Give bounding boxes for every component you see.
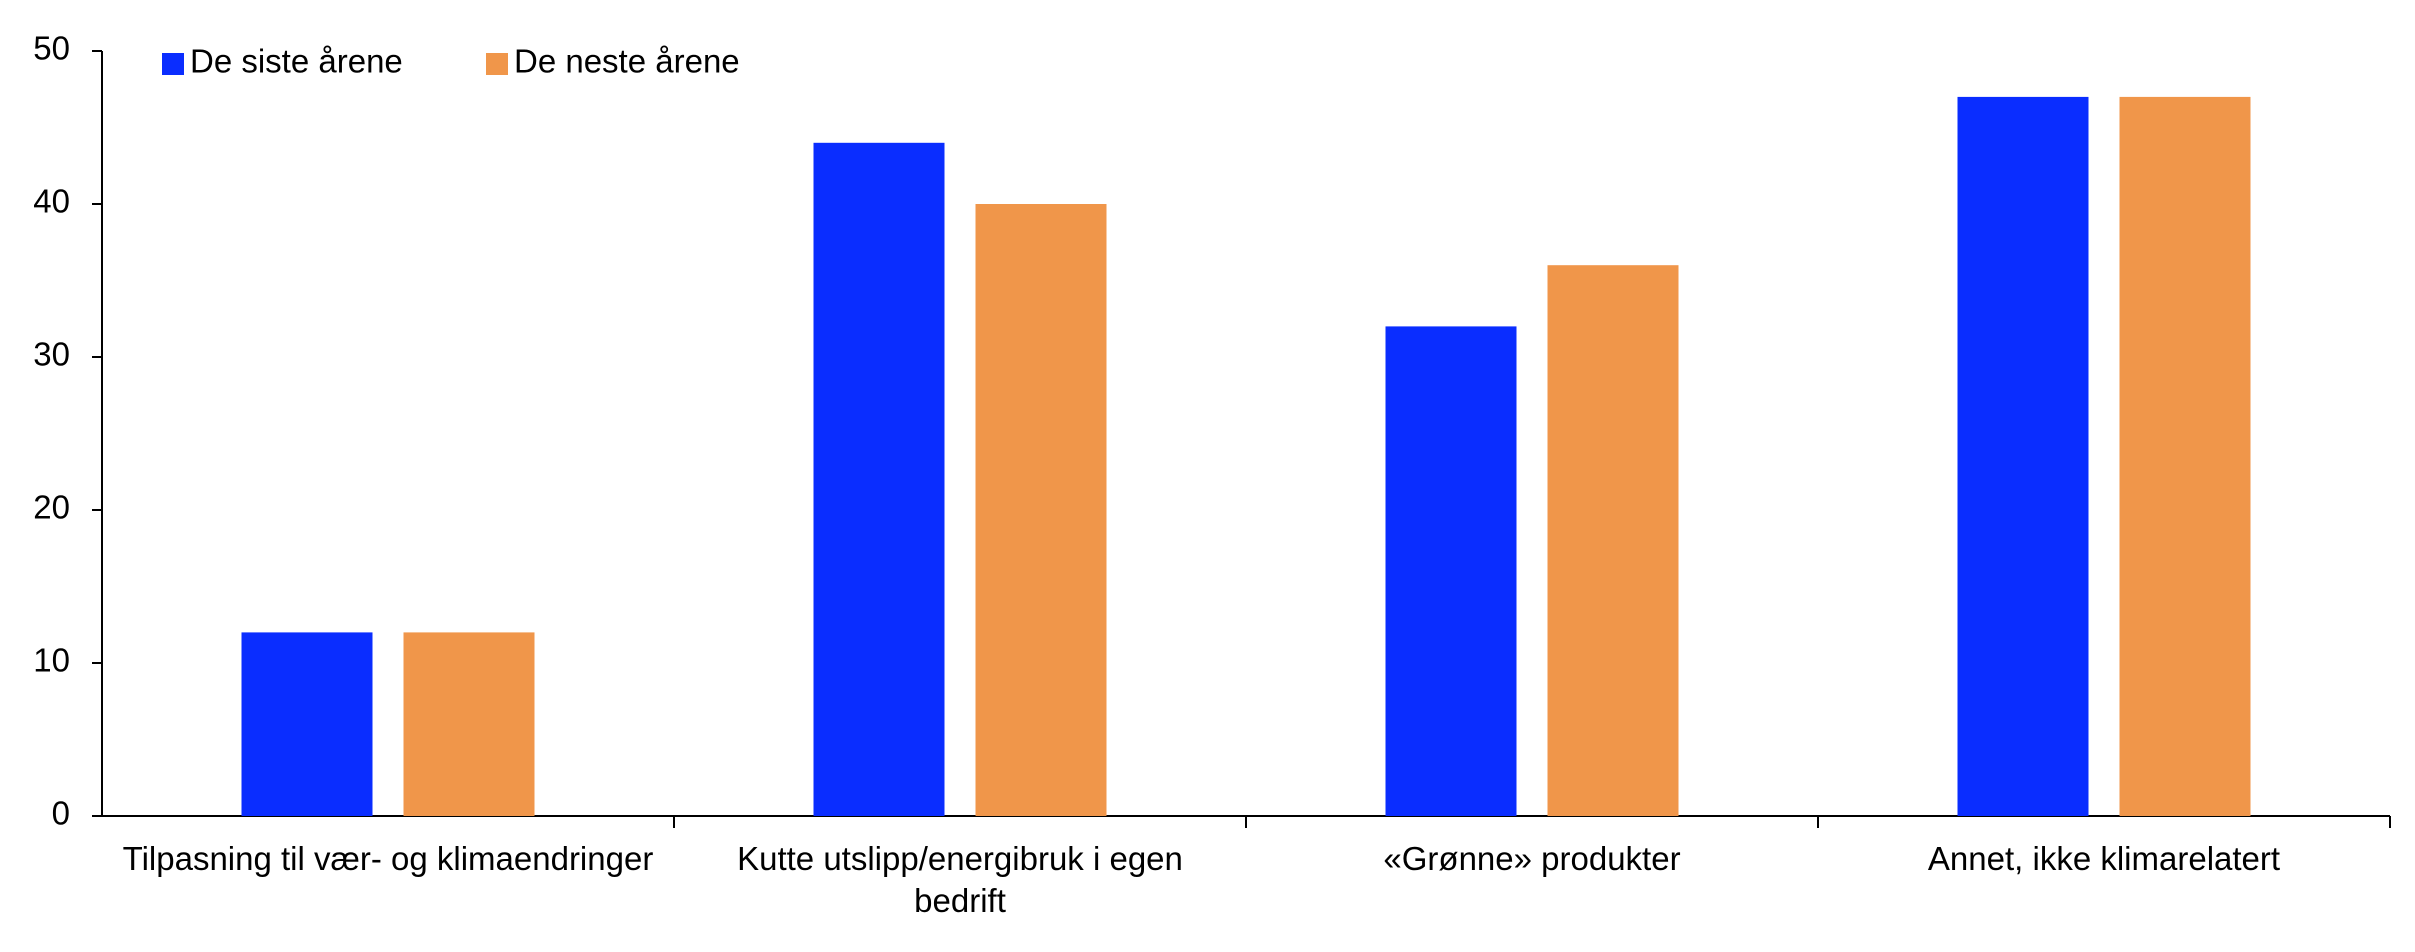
x-tick-label: «Grønne» produkter bbox=[1383, 840, 1681, 877]
y-tick-label: 10 bbox=[33, 642, 70, 679]
bar bbox=[2119, 96, 2251, 816]
bar bbox=[1957, 96, 2089, 816]
x-tick-label: Tilpasning til vær- og klimaendringer bbox=[122, 840, 654, 877]
bar bbox=[1547, 265, 1679, 816]
bar bbox=[975, 204, 1107, 816]
y-tick-label: 40 bbox=[33, 183, 70, 220]
y-tick-label: 50 bbox=[33, 30, 70, 67]
legend-label: De siste årene bbox=[190, 43, 403, 80]
bar bbox=[813, 142, 945, 817]
bar bbox=[403, 632, 535, 816]
legend-swatch bbox=[162, 53, 184, 75]
y-tick-label: 30 bbox=[33, 336, 70, 373]
bar bbox=[1385, 326, 1517, 816]
y-tick-label: 0 bbox=[52, 795, 70, 832]
y-tick-label: 20 bbox=[33, 489, 70, 526]
x-tick-label: Annet, ikke klimarelatert bbox=[1927, 840, 2281, 877]
x-tick-label: Kutte utslipp/energibruk i egen bedrift bbox=[737, 840, 1183, 919]
legend-swatch bbox=[486, 53, 508, 75]
bar bbox=[241, 632, 373, 816]
legend-label: De neste årene bbox=[514, 43, 740, 80]
